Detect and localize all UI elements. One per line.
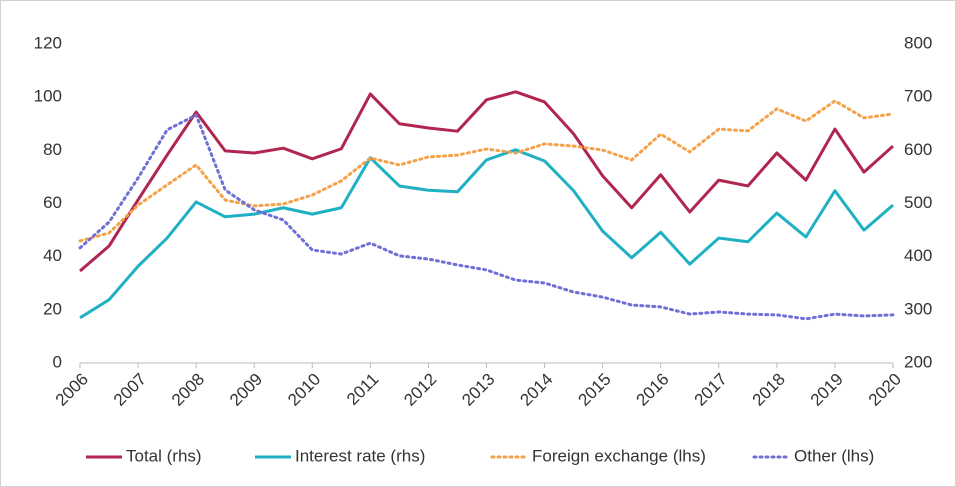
y-tick-label: 20 [43, 299, 62, 318]
series-line [79, 148, 894, 320]
series-line [79, 90, 895, 273]
legend-label: Interest rate (rhs) [295, 446, 425, 465]
series-line [78, 113, 895, 321]
y2-tick-label: 300 [904, 299, 932, 318]
legend-label: Foreign exchange (lhs) [532, 446, 706, 465]
y2-tick-label: 700 [904, 87, 932, 106]
y-tick-label: 40 [43, 246, 62, 265]
y-tick-label: 60 [43, 193, 62, 212]
y2-tick-label: 600 [904, 140, 932, 159]
y2-tick-label: 500 [904, 193, 932, 212]
series-line [78, 99, 895, 243]
y2-tick-label: 200 [904, 352, 932, 371]
legend-label: Total (rhs) [126, 446, 202, 465]
y-tick-label: 80 [43, 140, 62, 159]
y2-tick-label: 400 [904, 246, 932, 265]
y-tick-label: 100 [34, 87, 62, 106]
y-tick-label: 0 [53, 352, 62, 371]
y-tick-label: 120 [34, 33, 62, 52]
legend-label: Other (lhs) [794, 446, 874, 465]
y2-tick-label: 800 [904, 33, 932, 52]
